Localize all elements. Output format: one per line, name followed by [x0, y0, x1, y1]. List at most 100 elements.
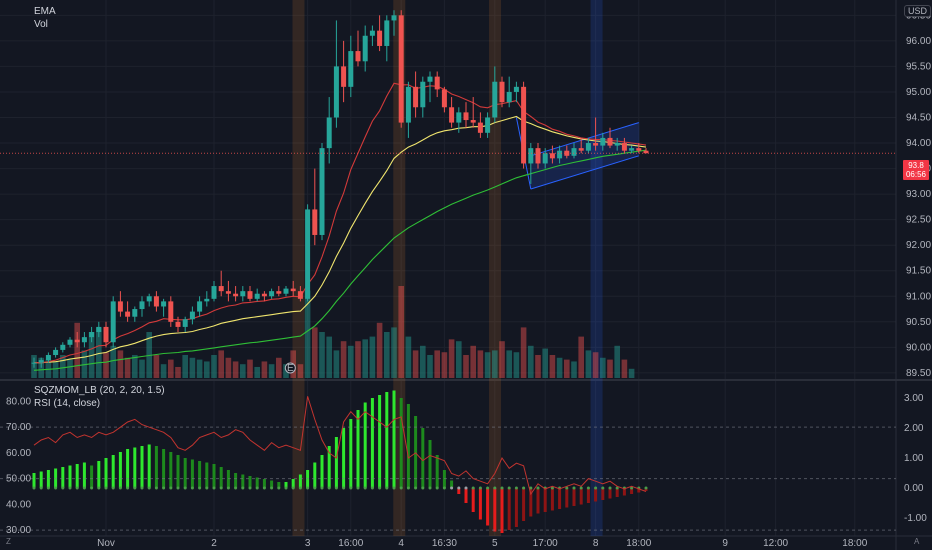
momentum-bar [414, 416, 418, 488]
session-band-2 [489, 0, 502, 536]
candle-body [225, 291, 231, 294]
volume-bar [189, 357, 196, 378]
squeeze-dot [270, 486, 274, 490]
squeeze-dot [183, 486, 187, 490]
earnings-marker[interactable]: E [284, 362, 296, 374]
momentum-bar [183, 458, 187, 488]
momentum-bar [334, 437, 338, 488]
volume-bar [477, 350, 484, 378]
candle-body [218, 286, 224, 292]
squeeze-dot [90, 486, 94, 490]
squeeze-dot [565, 486, 569, 490]
momentum-bar [90, 465, 94, 488]
momentum-bar [190, 459, 194, 488]
auto-scale-corner[interactable]: A [914, 537, 920, 546]
candle-body [60, 344, 66, 350]
volume-bar [232, 361, 239, 378]
candle-body [125, 311, 131, 317]
momentum-bar [32, 473, 36, 488]
momentum-bar [270, 480, 274, 488]
squeeze-dot [594, 486, 598, 490]
candle-body [168, 301, 174, 322]
volume-bar [168, 359, 174, 378]
candle-body [643, 150, 649, 154]
price-tick-label-6: 92.50 [906, 215, 931, 226]
momentum-bar [176, 455, 180, 488]
squeeze-dot [32, 486, 36, 490]
squeeze-dot [313, 486, 317, 490]
ema-green-line [33, 149, 647, 371]
volume-bar [420, 345, 426, 378]
price-tick-label-7: 93.00 [906, 189, 931, 200]
sqz-tick-label-1: 0.00 [904, 483, 924, 494]
candle-body [189, 311, 195, 320]
countdown-value: 06:56 [905, 170, 927, 179]
candle-body [103, 326, 109, 343]
candle-body [261, 293, 267, 297]
rsi-line [33, 396, 647, 496]
squeeze-dot [478, 486, 482, 490]
momentum-bar [342, 428, 346, 488]
candle-body [89, 332, 95, 338]
squeeze-dot [421, 486, 425, 490]
volume-bar [326, 336, 332, 378]
momentum-bar [507, 488, 511, 530]
momentum-bar [428, 440, 432, 488]
candle-body [341, 66, 347, 87]
candle-body [377, 30, 383, 46]
candle-body [549, 153, 555, 159]
price-tick-label-13: 96.00 [906, 36, 931, 47]
candle-body [269, 291, 275, 297]
squeeze-dot [248, 486, 252, 490]
squeeze-dot [162, 486, 166, 490]
volume-bar [340, 341, 347, 378]
time-tick-label-5: 16:30 [432, 538, 457, 549]
candle-body [117, 301, 123, 312]
candle-body [197, 301, 203, 312]
candle-body [420, 81, 426, 108]
momentum-bar [421, 428, 425, 488]
candle-body [629, 148, 635, 151]
candle-body [456, 112, 462, 123]
volume-bar [492, 350, 498, 378]
momentum-bar [327, 446, 331, 488]
squeeze-dot [320, 486, 324, 490]
currency-badge[interactable]: USD [904, 5, 932, 17]
rsi-tick-label-1: 40.00 [6, 499, 31, 510]
candle-body [521, 86, 527, 164]
volume-bar [211, 355, 217, 378]
momentum-bar [522, 488, 526, 521]
timezone-corner[interactable]: Z [6, 537, 11, 546]
volume-bar [52, 361, 59, 378]
momentum-bar [486, 488, 490, 526]
legend-rsi[interactable]: RSI (14, close) [34, 398, 101, 409]
volume-bar [412, 350, 419, 378]
squeeze-dot [205, 486, 209, 490]
momentum-bar [154, 446, 158, 488]
momentum-bar [579, 488, 583, 505]
legend-sqzmom[interactable]: SQZMOM_LB (20, 2, 20, 1.5) [34, 385, 165, 396]
candle-body [182, 319, 188, 327]
candle-body [369, 30, 375, 36]
candle-body [427, 76, 433, 82]
legend-ema[interactable]: EMA [34, 6, 56, 17]
candle-body [53, 349, 59, 356]
momentum-bar [399, 398, 403, 488]
price-tick-label-5: 92.00 [906, 240, 931, 251]
squeeze-dot [291, 486, 295, 490]
momentum-bar [241, 474, 245, 488]
momentum-bar [298, 474, 302, 488]
candle-body [571, 148, 577, 156]
volume-bar [110, 345, 116, 378]
legend-vol[interactable]: Vol [34, 19, 48, 30]
candle-body [636, 148, 642, 151]
momentum-bar [406, 404, 410, 488]
squeeze-dot [46, 486, 50, 490]
time-tick-label-6: 5 [492, 538, 498, 549]
momentum-bar [126, 449, 130, 488]
squeeze-dot [500, 486, 504, 490]
volume-bar [484, 352, 491, 378]
squeeze-dot [176, 486, 180, 490]
squeeze-dot [370, 486, 374, 490]
